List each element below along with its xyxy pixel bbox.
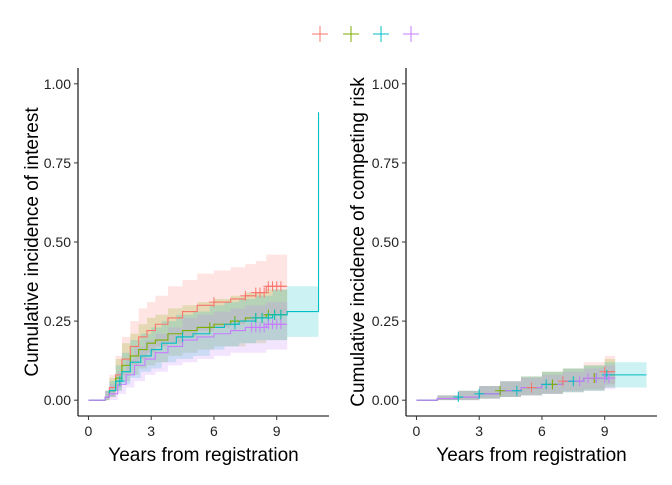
x-tick-label: 6 bbox=[210, 423, 218, 439]
censor-mark-3-1 bbox=[453, 392, 464, 403]
x-tick-label: 6 bbox=[538, 423, 546, 439]
x-tick-label: 0 bbox=[85, 423, 93, 439]
ci-band-series-3 bbox=[416, 362, 647, 401]
x-axis-title: Years from registration bbox=[436, 445, 626, 466]
x-tick-label: 0 bbox=[413, 423, 421, 439]
censor-marks-series-4 bbox=[574, 373, 614, 387]
y-tick-label: 0.50 bbox=[372, 234, 399, 250]
censor-mark-3-3 bbox=[229, 319, 240, 330]
ci-band-series-2 bbox=[416, 359, 616, 401]
censor-mark-4-3 bbox=[591, 373, 602, 384]
censor-marks-series-1 bbox=[208, 281, 286, 308]
censor-marks-series-4 bbox=[246, 319, 286, 333]
censor-mark-1-1 bbox=[526, 382, 537, 393]
x-tick-label: 3 bbox=[147, 423, 155, 439]
chart-panel-1: 0.00 0.25 0.50 0.75 1.00 0 3 6 9 Years from regis… bbox=[22, 68, 329, 466]
y-tick-label: 1.00 bbox=[372, 76, 399, 92]
ci-band-series-3 bbox=[88, 286, 319, 401]
censor-mark-1-2 bbox=[557, 376, 568, 387]
legend-key-2 bbox=[343, 26, 359, 42]
censor-mark-4-1 bbox=[574, 376, 585, 387]
ci-band-series-4 bbox=[88, 302, 288, 401]
censor-mark-3-8 bbox=[275, 309, 286, 320]
censor-mark-1-1 bbox=[208, 297, 219, 308]
censor-mark-4-5 bbox=[603, 373, 614, 384]
censor-mark-2-1 bbox=[204, 322, 215, 333]
step-line-series-4 bbox=[88, 323, 288, 401]
legend-key-4 bbox=[403, 26, 419, 42]
censor-mark-1-5 bbox=[259, 287, 270, 298]
chart-panel-2: 0.00 0.25 0.50 0.75 1.00 0 3 6 9 Years from regis… bbox=[348, 68, 657, 466]
legend-key-3 bbox=[373, 26, 389, 42]
legend bbox=[312, 26, 419, 42]
y-tick-label: 0.25 bbox=[44, 313, 71, 329]
censor-mark-1-2 bbox=[240, 290, 251, 301]
x-tick-label: 9 bbox=[273, 423, 281, 439]
y-tick-label: 1.00 bbox=[44, 76, 71, 92]
y-axis-title: Cumulative incidence of competing risk bbox=[348, 77, 369, 407]
censor-mark-4-8 bbox=[275, 319, 286, 330]
y-tick-label: 0.75 bbox=[372, 155, 399, 171]
y-tick-label: 0.25 bbox=[372, 313, 399, 329]
censor-mark-3-4 bbox=[541, 379, 552, 390]
censor-mark-3-2 bbox=[474, 388, 485, 399]
ci-band-series-2 bbox=[88, 289, 288, 401]
censor-mark-3-3 bbox=[511, 385, 522, 396]
censor-mark-4-2 bbox=[582, 373, 593, 384]
x-tick-label: 3 bbox=[475, 423, 483, 439]
ci-band-series-1 bbox=[416, 355, 616, 401]
ci-band-series-4 bbox=[416, 365, 616, 401]
y-tick-label: 0.00 bbox=[44, 392, 71, 408]
x-tick-label: 9 bbox=[601, 423, 609, 439]
ci-band-series-1 bbox=[88, 254, 288, 401]
censor-mark-3-1 bbox=[114, 376, 125, 387]
y-tick-label: 0.75 bbox=[44, 155, 71, 171]
x-axis-title: Years from registration bbox=[108, 445, 298, 466]
y-tick-label: 0.50 bbox=[44, 234, 71, 250]
y-tick-label: 0.00 bbox=[372, 392, 399, 408]
censor-mark-1-9 bbox=[275, 281, 286, 292]
censor-mark-3-2 bbox=[177, 331, 188, 342]
censor-mark-2-1 bbox=[495, 385, 506, 396]
y-axis-title: Cumulative incidence of interest bbox=[22, 107, 43, 377]
legend-key-1 bbox=[312, 26, 328, 42]
